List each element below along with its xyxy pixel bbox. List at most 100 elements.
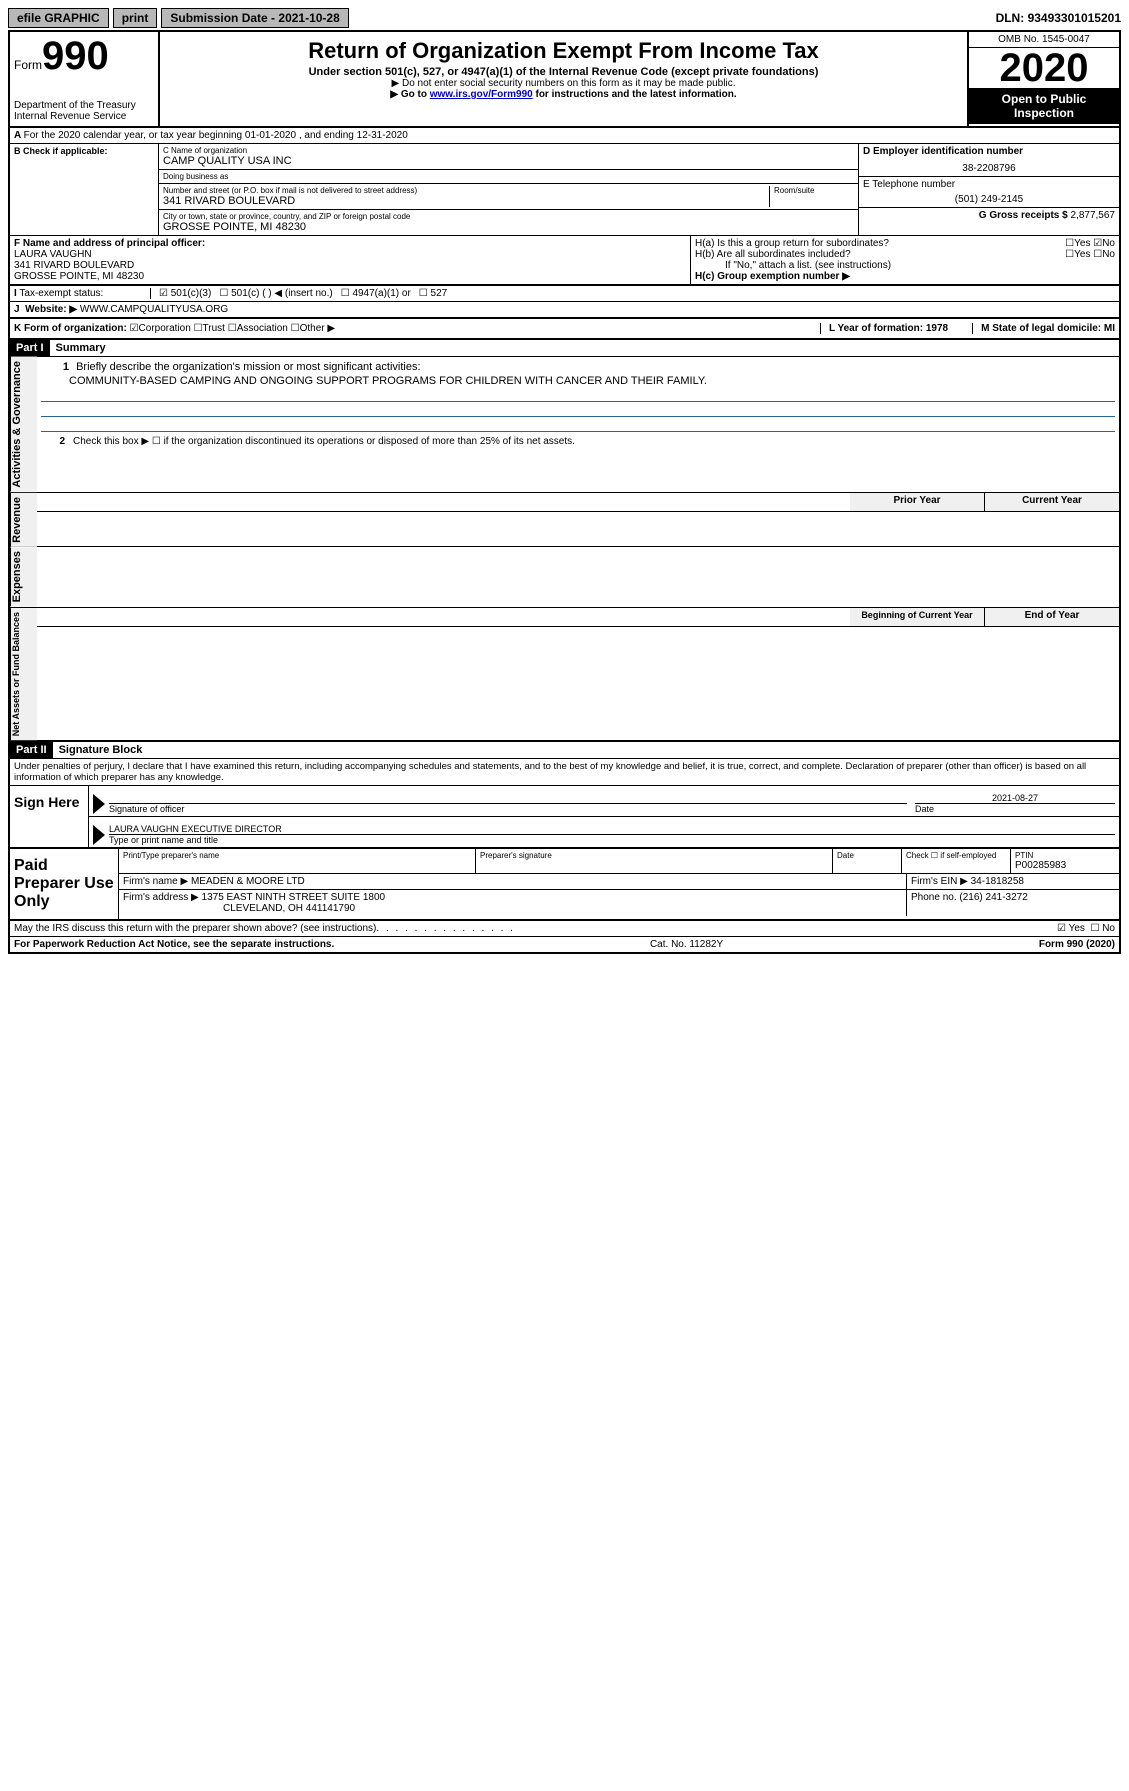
firm-ein: 34-1818258 — [971, 876, 1024, 887]
officer-addr1: 341 RIVARD BOULEVARD — [14, 260, 686, 271]
sign-here-row: Sign Here Signature of officer 2021-08-2… — [10, 785, 1119, 847]
net-lines: Beginning of Current Year End of Year — [37, 608, 1119, 740]
open-to-public: Open to Public Inspection — [969, 88, 1119, 124]
sign-fields: Signature of officer 2021-08-27 Date LAU… — [89, 786, 1119, 847]
submission-date-badge: Submission Date - 2021-10-28 — [161, 8, 348, 28]
instr2-pre: ▶ Go to — [390, 89, 429, 100]
revenue-block: Revenue Prior Year Current Year — [10, 493, 1119, 548]
governance-lines: 1 Briefly describe the organization's mi… — [37, 357, 1119, 492]
prep-date-label: Date — [837, 851, 897, 860]
k-corp: Corporation — [139, 323, 191, 334]
prep-name-cell: Print/Type preparer's name — [119, 849, 476, 873]
street-address: 341 RIVARD BOULEVARD — [163, 195, 769, 207]
current-year-hdr: Current Year — [985, 493, 1119, 511]
paid-row-2: Firm's name ▶ MEADEN & MOORE LTD Firm's … — [119, 874, 1119, 890]
officer-h-row: F Name and address of principal officer:… — [10, 236, 1119, 285]
governance-block: Activities & Governance 1 Briefly descri… — [10, 357, 1119, 493]
form-header: Form 990 Department of the Treasury Inte… — [10, 32, 1119, 128]
opt-501c: 501(c) ( ) ◀ (insert no.) — [231, 288, 333, 299]
department: Department of the Treasury Internal Reve… — [14, 100, 154, 122]
firm-ein-label: Firm's EIN ▶ — [911, 876, 968, 887]
ha-text: H(a) Is this a group return for subordin… — [695, 238, 889, 249]
phone-row: E Telephone number (501) 249-2145 — [859, 177, 1119, 208]
header-right: OMB No. 1545-0047 2020 Open to Public In… — [967, 32, 1119, 126]
print-name-label: Type or print name and title — [109, 835, 218, 845]
paid-preparer-label: Paid Preparer Use Only — [10, 849, 119, 919]
hb-note: If "No," attach a list. (see instruction… — [695, 260, 1115, 271]
k-trust: Trust — [203, 323, 225, 334]
hc-text: H(c) Group exemption number ▶ — [695, 271, 1115, 282]
prior-year-hdr: Prior Year — [850, 493, 985, 511]
dln: DLN: 93493301015201 — [996, 11, 1121, 25]
efile-button[interactable]: efile GRAPHIC — [8, 8, 109, 28]
section-k: K Form of organization: ☑ Corporation ☐ … — [10, 319, 1119, 340]
rule — [41, 387, 1115, 402]
print-button[interactable]: print — [113, 8, 158, 28]
form-number: Form 990 — [14, 36, 154, 76]
no-label: No — [1102, 238, 1115, 249]
b-label: B Check if applicable: — [14, 146, 154, 156]
arrow-icon — [93, 825, 105, 845]
hb-yesno: ☐Yes ☐No — [1065, 249, 1115, 260]
section-a: A For the 2020 calendar year, or tax yea… — [10, 128, 1119, 144]
irs-link[interactable]: www.irs.gov/Form990 — [430, 89, 533, 100]
tax-status-label: Tax-exempt status: — [19, 288, 103, 299]
gross-receipts-row: G Gross receipts $ 2,877,567 — [859, 208, 1119, 235]
revenue-lines: Prior Year Current Year — [37, 493, 1119, 547]
signature-block: Under penalties of perjury, I declare th… — [10, 759, 1119, 849]
part-i-badge: Part I — [10, 340, 50, 356]
part-i-header: Part I Summary — [10, 340, 1119, 357]
form-subtitle: Under section 501(c), 527, or 4947(a)(1)… — [168, 66, 959, 78]
ein-label: D Employer identification number — [863, 146, 1115, 157]
perjury-text: Under penalties of perjury, I declare th… — [10, 759, 1119, 785]
rev-header-row: Prior Year Current Year — [37, 493, 1119, 512]
part-ii-title: Signature Block — [53, 742, 149, 758]
addr-label: Number and street (or P.O. box if mail i… — [163, 186, 769, 195]
discuss-yes: Yes — [1069, 923, 1085, 934]
section-de: D Employer identification number 38-2208… — [858, 144, 1119, 235]
street-row: Number and street (or P.O. box if mail i… — [159, 184, 858, 210]
phone-value: (501) 249-2145 — [863, 194, 1115, 205]
phone-label: E Telephone number — [863, 179, 1115, 190]
city-row: City or town, state or province, country… — [159, 210, 858, 235]
website-value: WWW.CAMPQUALITYUSA.ORG — [80, 304, 228, 315]
firm-phone: (216) 241-3272 — [959, 892, 1027, 903]
section-h: H(a) Is this a group return for subordin… — [690, 236, 1119, 284]
sign-here-label: Sign Here — [10, 786, 89, 847]
prep-name-label: Print/Type preparer's name — [123, 851, 471, 860]
line-1: 1 Briefly describe the organization's mi… — [37, 357, 1119, 434]
firm-name-label: Firm's name ▶ — [123, 876, 188, 887]
arrow-icon — [93, 794, 105, 814]
ptin-value: P00285983 — [1015, 860, 1115, 871]
firm-name-cell: Firm's name ▶ MEADEN & MOORE LTD — [119, 874, 907, 889]
firm-addr-label: Firm's address ▶ — [123, 892, 199, 903]
part-i-title: Summary — [50, 340, 112, 356]
website-label: Website: ▶ — [25, 304, 80, 315]
state-domicile: M State of legal domicile: MI — [972, 323, 1115, 334]
form-title: Return of Organization Exempt From Incom… — [168, 38, 959, 64]
self-emp-label: Check ☐ if self-employed — [906, 851, 1006, 860]
opt-527: 527 — [431, 288, 448, 299]
ha-yesno: ☐Yes ☑No — [1065, 238, 1115, 249]
form-990: Form 990 Department of the Treasury Inte… — [8, 30, 1121, 954]
dots — [376, 923, 515, 934]
sig-line-1: Signature of officer 2021-08-27 Date — [89, 786, 1119, 817]
firm-addr1: 1375 EAST NINTH STREET SUITE 1800 — [202, 892, 386, 903]
prep-sig-label: Preparer's signature — [480, 851, 828, 860]
header-middle: Return of Organization Exempt From Incom… — [160, 32, 967, 126]
num: 2 — [37, 434, 69, 452]
governance-side-label: Activities & Governance — [10, 357, 37, 492]
discuss-yesno: ☑ Yes ☐ No — [1057, 923, 1115, 934]
form-990-number: 990 — [42, 36, 109, 76]
firm-addr2: CLEVELAND, OH 441141790 — [123, 903, 355, 914]
org-name-row: C Name of organization CAMP QUALITY USA … — [159, 144, 858, 170]
mission-text: COMMUNITY-BASED CAMPING AND ONGOING SUPP… — [41, 375, 707, 387]
blank — [69, 608, 850, 626]
k-right: L Year of formation: 1978 M State of leg… — [820, 323, 1115, 334]
opt-4947: 4947(a)(1) or — [352, 288, 410, 299]
expenses-side-label: Expenses — [10, 547, 37, 606]
status-501c3: ☑ 501(c)(3) — [159, 288, 211, 299]
ptin-cell: PTIN P00285983 — [1011, 849, 1119, 873]
status-527: ☐ 527 — [419, 288, 447, 299]
expenses-block: Expenses — [10, 547, 1119, 607]
